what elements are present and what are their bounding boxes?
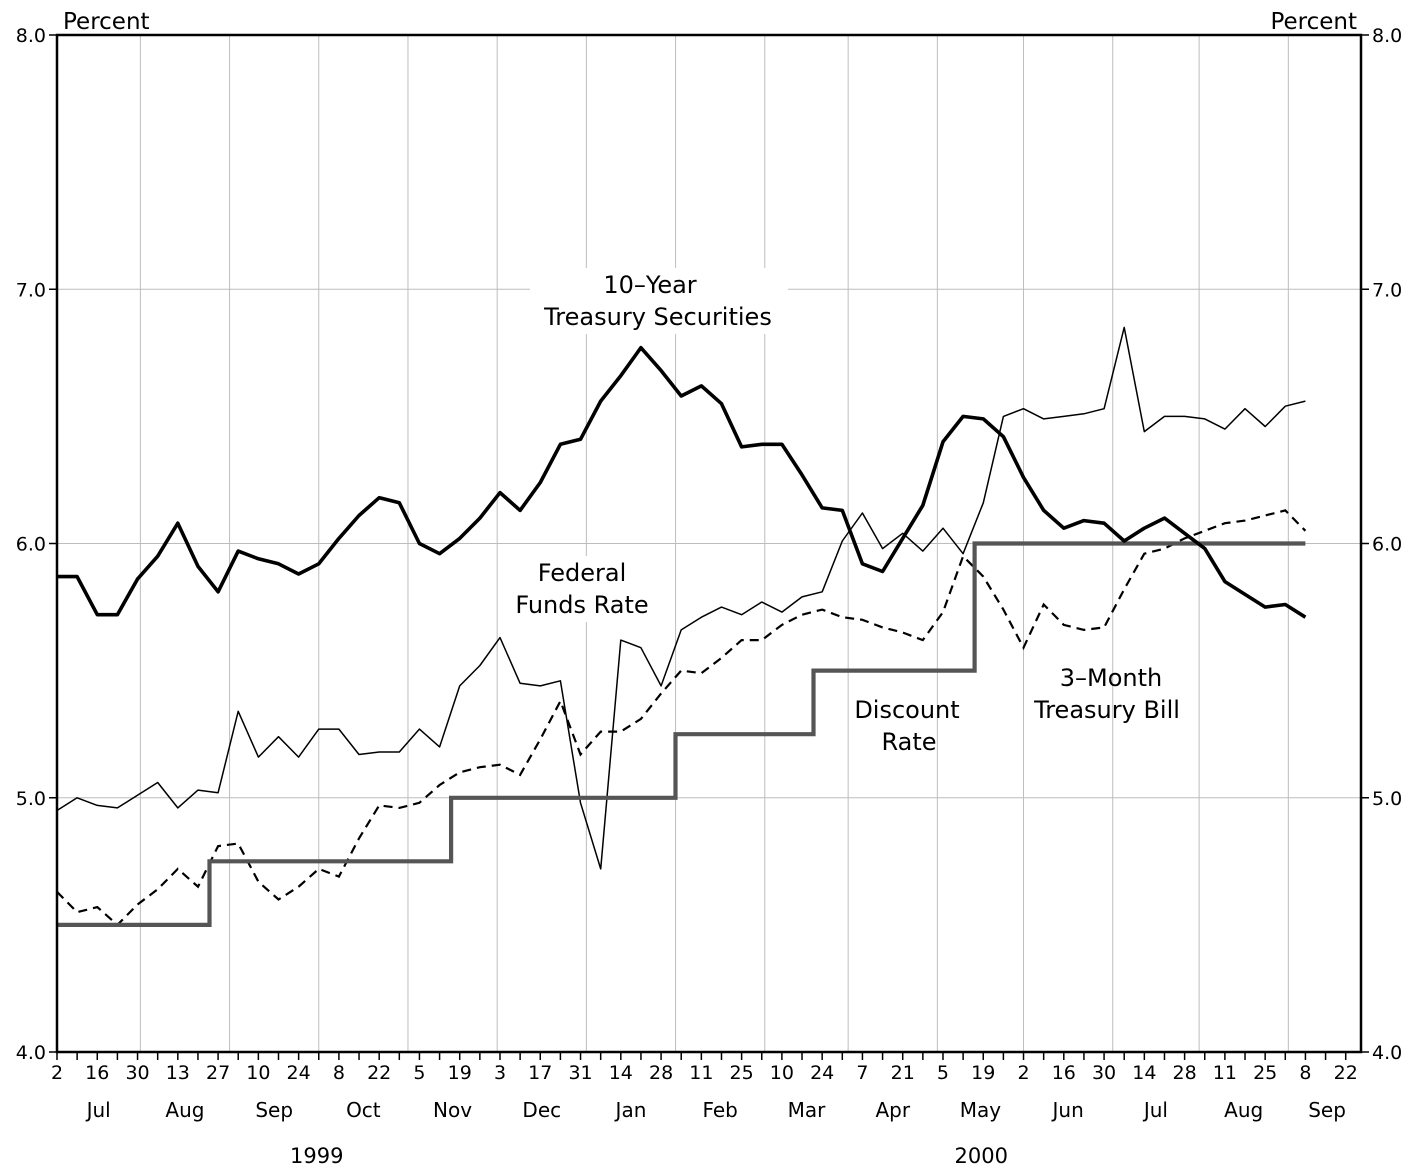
x-month-label: Jul <box>85 1098 111 1122</box>
x-day-label: 25 <box>730 1062 754 1084</box>
x-day-label: 16 <box>1052 1062 1076 1084</box>
x-year-label: 2000 <box>955 1144 1008 1166</box>
annotation-ten-year-line1: 10–Year <box>603 271 696 299</box>
x-month-label: Jun <box>1051 1098 1084 1122</box>
y-tick-label-left: 8.0 <box>16 25 46 47</box>
x-day-label: 3 <box>494 1062 506 1084</box>
y-tick-label-right: 6.0 <box>1372 534 1402 556</box>
series-annotations: 10–Year Treasury Securities Federal Fund… <box>504 268 1180 756</box>
annotation-tbill-line1: 3–Month <box>1060 664 1163 692</box>
x-day-label: 27 <box>206 1062 230 1084</box>
x-day-label: 14 <box>1132 1062 1156 1084</box>
series-line-discount-rate <box>57 541 1306 927</box>
x-day-label: 5 <box>937 1062 949 1084</box>
x-month-label: Feb <box>702 1098 737 1122</box>
y-tick-label-right: 5.0 <box>1372 788 1402 810</box>
y-tick-label-left: 6.0 <box>16 534 46 556</box>
y-tick-label-left: 7.0 <box>16 279 46 301</box>
x-day-label: 21 <box>891 1062 915 1084</box>
annotation-fed-funds-line2: Funds Rate <box>515 591 648 619</box>
x-month-label: Dec <box>522 1098 561 1122</box>
x-day-label: 19 <box>448 1062 472 1084</box>
series-line-3-month-treasury-bill <box>56 509 1307 927</box>
x-day-label: 19 <box>971 1062 995 1084</box>
x-month-label: Aug <box>165 1098 204 1122</box>
x-month-label: Nov <box>433 1098 472 1122</box>
x-day-label: 22 <box>367 1062 391 1084</box>
x-day-label: 24 <box>287 1062 311 1084</box>
x-day-label: 2 <box>51 1062 63 1084</box>
x-day-label: 10 <box>246 1062 270 1084</box>
x-day-label: 17 <box>528 1062 552 1084</box>
annotation-discount-line2: Rate <box>881 728 936 756</box>
x-day-label: 30 <box>1092 1062 1116 1084</box>
x-day-label: 25 <box>1253 1062 1277 1084</box>
annotation-fed-funds-line1: Federal <box>538 559 627 587</box>
x-day-label: 8 <box>333 1062 345 1084</box>
x-month-label: Oct <box>346 1098 381 1122</box>
x-day-label: 24 <box>810 1062 834 1084</box>
x-day-label: 11 <box>689 1062 713 1084</box>
y-tick-label-right: 8.0 <box>1372 25 1402 47</box>
y-tick-label-right: 7.0 <box>1372 279 1402 301</box>
x-day-label: 14 <box>609 1062 633 1084</box>
x-day-label: 11 <box>1213 1062 1237 1084</box>
x-day-label: 7 <box>856 1062 868 1084</box>
right-unit-label: Percent <box>1270 9 1357 35</box>
x-month-label: Aug <box>1224 1098 1263 1122</box>
series-lines <box>56 326 1307 927</box>
x-month-label: Mar <box>788 1098 827 1122</box>
x-month-label: May <box>960 1098 1002 1122</box>
x-day-label: 28 <box>649 1062 673 1084</box>
annotation-ten-year-line2: Treasury Securities <box>543 303 772 331</box>
x-day-label: 5 <box>413 1062 425 1084</box>
x-month-label: Sep <box>1308 1098 1346 1122</box>
axis-labels: 4.0 4.05.0 5.06.0 6.07.0 7.08.0 8.02 16 30 13 27 1… <box>16 25 1402 1166</box>
axis-ticks <box>49 34 1369 1060</box>
series-line-federal-funds-rate <box>56 326 1306 870</box>
x-day-label: 8 <box>1299 1062 1311 1084</box>
x-day-label: 13 <box>166 1062 190 1084</box>
annotation-discount-line1: Discount <box>854 696 959 724</box>
x-day-label: 10 <box>770 1062 794 1084</box>
x-month-label: Jul <box>1142 1098 1168 1122</box>
x-month-label: Sep <box>255 1098 293 1122</box>
left-unit-label: Percent <box>63 9 150 35</box>
x-day-label: 22 <box>1334 1062 1358 1084</box>
x-day-label: 28 <box>1173 1062 1197 1084</box>
x-day-label: 2 <box>1017 1062 1029 1084</box>
x-month-label: Apr <box>875 1098 910 1122</box>
series-line-10-year-treasury-securities <box>57 345 1307 619</box>
y-tick-label-right: 4.0 <box>1372 1042 1402 1064</box>
annotation-tbill-line2: Treasury Bill <box>1033 696 1180 724</box>
x-day-label: 31 <box>568 1062 592 1084</box>
y-tick-label-left: 4.0 <box>16 1042 46 1064</box>
y-tick-label-left: 5.0 <box>16 788 46 810</box>
x-month-label: Jan <box>614 1098 647 1122</box>
x-day-label: 16 <box>85 1062 109 1084</box>
x-year-label: 1999 <box>290 1144 343 1166</box>
x-day-label: 30 <box>125 1062 149 1084</box>
